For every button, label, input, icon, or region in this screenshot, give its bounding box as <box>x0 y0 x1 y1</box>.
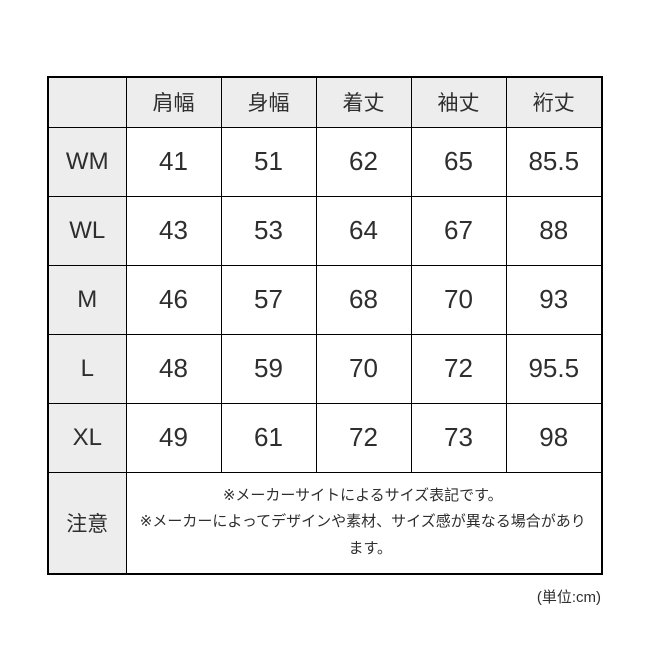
cell-xl-body-width: 61 <box>220 402 317 473</box>
col-header-yuki-length: 裄丈 <box>505 76 603 128</box>
cell-wm-length: 62 <box>315 126 412 197</box>
col-header-length: 着丈 <box>315 76 412 128</box>
table-row-wm: WM 41 51 62 65 85.5 <box>47 126 603 197</box>
cell-m-yuki-length: 93 <box>505 264 603 335</box>
cell-wm-sleeve-length: 65 <box>410 126 507 197</box>
corner-cell <box>47 76 127 128</box>
cell-xl-sleeve-length: 73 <box>410 402 507 473</box>
size-spec-table: 肩幅 身幅 着丈 袖丈 裄丈 WM 41 51 62 65 85.5 WL <box>47 76 603 575</box>
cell-m-sleeve-length: 70 <box>410 264 507 335</box>
row-header-size-l: L <box>47 333 127 404</box>
note-cell: ※メーカーサイトによるサイズ表記です。 ※メーカーによってデザインや素材、サイズ… <box>125 471 603 575</box>
cell-wl-yuki-length: 88 <box>505 195 603 266</box>
col-header-shoulder-width: 肩幅 <box>125 76 222 128</box>
cell-wl-length: 64 <box>315 195 412 266</box>
cell-l-yuki-length: 95.5 <box>505 333 603 404</box>
cell-l-body-width: 59 <box>220 333 317 404</box>
cell-l-shoulder-width: 48 <box>125 333 222 404</box>
note-row-header: 注意 <box>47 471 127 575</box>
col-header-body-width: 身幅 <box>220 76 317 128</box>
cell-wm-yuki-length: 85.5 <box>505 126 603 197</box>
cell-wm-body-width: 51 <box>220 126 317 197</box>
header-row: 肩幅 身幅 着丈 袖丈 裄丈 <box>47 76 603 128</box>
table-row-wl: WL 43 53 64 67 88 <box>47 195 603 266</box>
note-line-1: ※メーカーサイトによるサイズ表記です。 <box>222 486 503 504</box>
cell-xl-shoulder-width: 49 <box>125 402 222 473</box>
table-row-xl: XL 49 61 72 73 98 <box>47 402 603 473</box>
cell-wm-shoulder-width: 41 <box>125 126 222 197</box>
size-chart-wrap: 肩幅 身幅 着丈 袖丈 裄丈 WM 41 51 62 65 85.5 WL <box>47 76 603 607</box>
table-row-l: L 48 59 70 72 95.5 <box>47 333 603 404</box>
row-header-size-wl: WL <box>47 195 127 266</box>
row-header-size-wm: WM <box>47 126 127 197</box>
cell-m-shoulder-width: 46 <box>125 264 222 335</box>
note-row: 注意 ※メーカーサイトによるサイズ表記です。 ※メーカーによってデザインや素材、… <box>47 471 603 575</box>
table-row-m: M 46 57 68 70 93 <box>47 264 603 335</box>
unit-label: (単位:cm) <box>536 588 601 606</box>
cell-m-length: 68 <box>315 264 412 335</box>
row-header-size-xl: XL <box>47 402 127 473</box>
cell-l-sleeve-length: 72 <box>410 333 507 404</box>
col-header-sleeve-length: 袖丈 <box>410 76 507 128</box>
row-header-size-m: M <box>47 264 127 335</box>
cell-l-length: 70 <box>315 333 412 404</box>
cell-m-body-width: 57 <box>220 264 317 335</box>
cell-wl-body-width: 53 <box>220 195 317 266</box>
cell-wl-shoulder-width: 43 <box>125 195 222 266</box>
cell-xl-yuki-length: 98 <box>505 402 603 473</box>
cell-wl-sleeve-length: 67 <box>410 195 507 266</box>
cell-xl-length: 72 <box>315 402 412 473</box>
note-line-2: ※メーカーによってデザインや素材、サイズ感が異なる場合があります。 <box>139 513 586 557</box>
